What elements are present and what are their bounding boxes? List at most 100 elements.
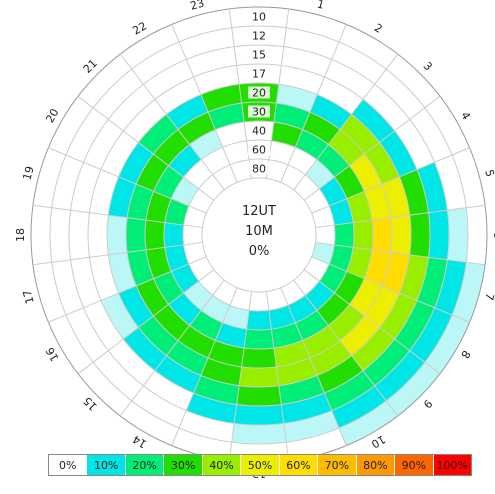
- heatmap-cell: [123, 327, 167, 371]
- heatmap-cell: [186, 392, 237, 424]
- heatmap-cell: [409, 307, 453, 363]
- hour-label: 1: [316, 0, 326, 12]
- heatmap-cell: [346, 247, 373, 279]
- heatmap-cell: [447, 207, 469, 263]
- grid-spoke: [48, 256, 207, 323]
- grid-spoke: [303, 269, 441, 375]
- hour-label: 18: [14, 228, 27, 242]
- heatmap-cell: [379, 293, 417, 340]
- grid-ring: [49, 25, 469, 445]
- ring-label-bg: [248, 105, 270, 118]
- heatmap-cell: [386, 362, 440, 416]
- heatmap-cell: [399, 254, 429, 301]
- heatmap-cell: [189, 129, 223, 160]
- ring-labels: 10 12 15 17 20 30 40 60 80: [248, 10, 270, 176]
- grid-spoke: [77, 269, 215, 375]
- grid-spoke: [280, 24, 347, 183]
- heatmap-cell: [153, 165, 184, 199]
- hour-label: 16: [43, 345, 61, 364]
- heatmap-cell: [346, 191, 373, 223]
- center-percent: 0%: [249, 244, 270, 259]
- heatmap-cell: [164, 198, 189, 226]
- hour-label: 19: [21, 165, 37, 182]
- heatmap-cell: [364, 142, 400, 185]
- grid-ring: [106, 82, 412, 388]
- heatmap-cell: [339, 315, 380, 356]
- grid-spoke: [119, 53, 225, 191]
- ring-label-bg: [248, 67, 270, 80]
- heatmap-cell: [236, 385, 282, 406]
- heatmap-cell: [281, 392, 332, 424]
- heatmap-cell: [215, 322, 247, 349]
- heatmap-cell: [349, 278, 382, 316]
- hour-label: 5: [482, 168, 495, 178]
- heatmap-cell: [452, 262, 486, 323]
- heatmap-cell: [302, 112, 340, 145]
- grid-ring: [163, 139, 355, 331]
- hour-label: 4: [458, 109, 473, 122]
- heatmap-cell: [118, 142, 154, 185]
- grid-ring: [144, 120, 374, 350]
- heatmap-cell: [178, 112, 216, 145]
- heatmap-cell: [305, 281, 335, 311]
- grid-spoke: [77, 95, 215, 201]
- heatmap-cell: [168, 292, 202, 326]
- heatmap-cell: [145, 220, 165, 250]
- ring-label-bg: [248, 143, 270, 156]
- heatmap-cell: [244, 329, 274, 350]
- legend-entry: 20%: [124, 455, 164, 475]
- ring-label-bg: [248, 86, 270, 99]
- heatmap-cell: [189, 310, 223, 341]
- heatmap-cell: [241, 348, 277, 368]
- heatmap-cell: [409, 212, 430, 258]
- heatmap-cell: [316, 144, 350, 178]
- legend-entry: 60%: [278, 455, 318, 475]
- heatmap-cell: [317, 355, 364, 393]
- hour-label: 7: [482, 292, 495, 302]
- heatmap-cell: [394, 300, 435, 351]
- ring-label-bg: [248, 29, 270, 42]
- heatmap-cell: [107, 215, 128, 255]
- ring-label: 80: [252, 163, 266, 176]
- heatmap-cell: [302, 325, 340, 358]
- grid-spoke: [48, 147, 207, 214]
- grid-spoke: [311, 256, 470, 323]
- heatmap-cell: [334, 271, 365, 305]
- heatmap-cell: [328, 304, 365, 341]
- heatmap-cell: [379, 130, 417, 177]
- hour-label: 8: [458, 348, 473, 361]
- hour-label: 9: [421, 397, 435, 411]
- ring-label: 15: [252, 49, 266, 62]
- heatmap-cell: [153, 129, 190, 166]
- heatmap-cell: [339, 114, 380, 155]
- heatmap-cell: [372, 217, 392, 253]
- center-time: 12UT: [242, 204, 276, 219]
- ring-label-bg: [248, 162, 270, 175]
- heatmap-cell: [334, 222, 354, 248]
- legend-entry: 70%: [317, 455, 356, 475]
- heatmap-cell: [193, 375, 240, 405]
- ring-label: 17: [252, 68, 266, 81]
- legend-entry: 90%: [394, 455, 433, 475]
- ring-label: 10: [252, 11, 266, 24]
- grid-spoke: [265, 291, 290, 462]
- hour-label: 15: [81, 394, 100, 413]
- heatmap-cell: [424, 314, 470, 374]
- legend-entry: 80%: [355, 455, 395, 475]
- heatmap-cell: [168, 144, 202, 178]
- hour-label: 10: [369, 432, 388, 450]
- legend-entry: 100%: [432, 455, 471, 475]
- legend-entry: 40%: [201, 455, 241, 475]
- heatmap-cell: [309, 94, 352, 130]
- center-month: 10M: [245, 224, 273, 239]
- heatmap-cell: [271, 121, 303, 148]
- heatmap-cell: [164, 244, 189, 272]
- heatmap-cell: [222, 305, 250, 330]
- heatmap-cell: [416, 162, 448, 213]
- hour-label: 21: [81, 57, 100, 76]
- heatmap-cell: [309, 340, 352, 376]
- grid-spoke: [265, 8, 290, 179]
- heatmap-cell: [234, 404, 284, 425]
- grid-ring: [125, 101, 393, 369]
- grid-ring: [182, 158, 336, 312]
